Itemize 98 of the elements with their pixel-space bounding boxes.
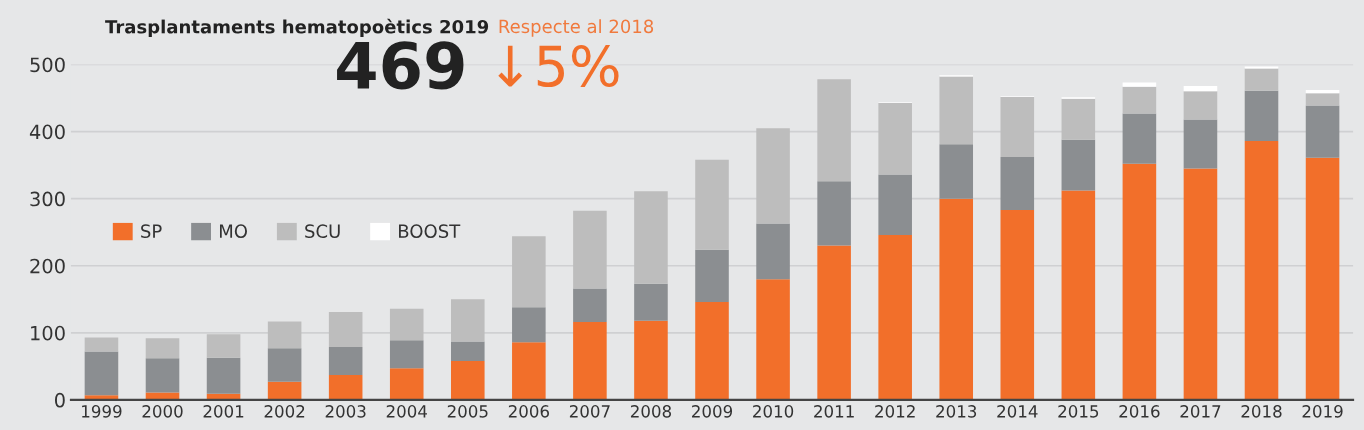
bar [1183,119,1218,169]
x-tick-label: 2014 [997,405,1038,418]
x-tick-label: 2002 [264,405,305,418]
bar [878,174,912,235]
bar [817,245,851,400]
bar [206,334,241,358]
bar [267,321,302,349]
bar [1061,139,1096,191]
bar [1244,66,1279,69]
x-tick-label: 2005 [447,405,488,418]
bar [817,181,851,246]
bar [328,312,363,347]
bar [939,144,974,199]
bar [695,301,729,400]
bar [1122,86,1157,114]
bar [389,368,424,400]
chart-title: Trasplantaments hematopoètics 2019 [105,18,489,38]
x-tick-label: 2007 [569,405,610,418]
bar [389,308,424,341]
bar [1305,93,1340,106]
bar [756,223,790,280]
bar [939,76,974,145]
bar [756,279,790,400]
bar [695,159,729,250]
x-tick-label: 2008 [630,405,672,418]
bar [573,210,607,289]
bar [512,236,546,308]
bar [1000,210,1035,400]
bar [1122,163,1157,400]
bar [939,198,974,400]
y-tick-label: 400 [29,124,65,140]
bar [573,322,607,400]
x-tick-label: 2006 [508,405,549,418]
bar [634,191,668,284]
legend-label: SCU [305,224,340,238]
bar [1244,68,1279,91]
bar [145,358,180,393]
x-tick-label: 2010 [753,405,794,418]
bar [267,348,302,382]
bar [328,346,363,376]
bar [817,79,851,182]
x-tick-label: 2011 [814,405,854,418]
bar [878,102,912,175]
bar [1183,168,1218,400]
bar [512,307,546,343]
y-tick-label: 500 [30,57,65,73]
x-tick-label: 2013 [936,405,977,418]
x-tick-label: 2012 [875,405,915,418]
bar [1305,105,1340,158]
y-tick-label: 200 [30,258,65,274]
bar [1061,98,1096,140]
bar [1183,85,1218,92]
y-tick-label: 100 [31,325,65,341]
bar [573,288,607,323]
bar [1244,90,1279,141]
x-tick-label: 2016 [1119,405,1160,418]
bar [1122,113,1157,164]
bar [1061,190,1096,400]
x-tick-label: 2001 [203,405,244,418]
y-tick-label: 300 [30,191,65,207]
bar [1305,157,1340,400]
x-tick-label: 2018 [1241,405,1282,418]
bar [267,381,302,400]
bar [1244,140,1279,400]
bar [878,234,912,400]
x-tick-label: 1999 [82,405,122,418]
annotation: 469 [337,41,464,90]
annotation: ↓5% [498,45,619,88]
bar [328,375,363,400]
bar [695,249,729,302]
bar [1000,96,1035,158]
bar [634,283,668,321]
bar [1183,91,1218,120]
bar [451,299,485,342]
bar [84,351,119,396]
bar [451,341,485,361]
bar [84,337,119,352]
x-tick-label: 2015 [1058,405,1099,418]
bar [756,128,790,224]
legend-label: MO [220,224,247,238]
x-tick-label: 2019 [1302,405,1343,418]
y-tick-label: 0 [54,392,65,408]
x-tick-label: 2009 [692,405,733,418]
x-tick-label: 2017 [1180,405,1221,418]
x-tick-label: 2003 [325,405,366,418]
bar [634,320,668,400]
legend-label: BOOST [399,224,461,238]
legend-label: SP [141,224,162,238]
bar [451,360,485,400]
bar [206,357,241,394]
x-tick-label: 2004 [386,405,427,418]
bar [512,342,546,400]
text: Respecte al 2018 [499,19,654,37]
bar [1122,82,1157,87]
bar [1000,157,1035,211]
bar [389,340,424,369]
x-tick-label: 2000 [142,405,183,418]
bar [145,338,180,359]
